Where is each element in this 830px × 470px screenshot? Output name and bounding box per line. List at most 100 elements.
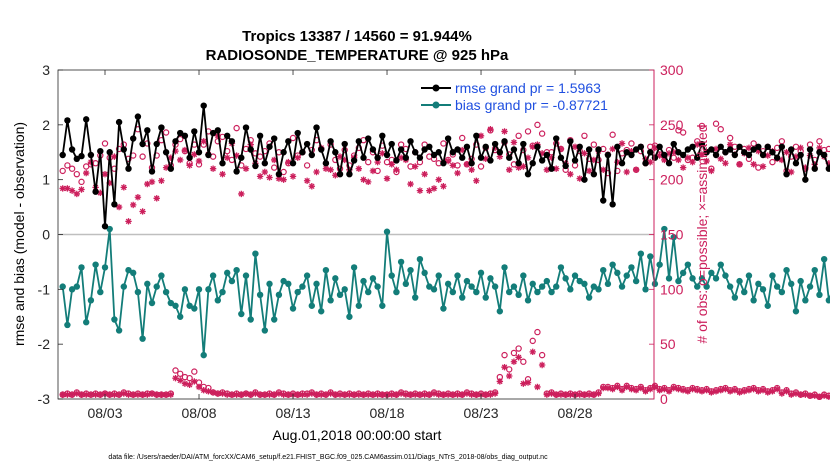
bias-point xyxy=(256,291,264,299)
rmse-point xyxy=(482,143,489,150)
bias-point xyxy=(750,297,757,304)
obs-assimilated-marker xyxy=(491,144,499,152)
rmse-point xyxy=(205,151,212,159)
obs-assimilated-low-marker xyxy=(318,391,325,398)
obs-assimilated-low-marker xyxy=(153,391,160,398)
obs-assimilated-low-marker xyxy=(101,390,109,397)
obs-assimilated-marker xyxy=(750,161,757,168)
obs-assimilated-low-marker xyxy=(285,391,292,398)
obs-assimilated-marker xyxy=(360,176,367,183)
rmse-point xyxy=(651,154,659,161)
obs-possible-marker xyxy=(581,132,588,139)
obs-possible-marker xyxy=(825,145,830,153)
obs-assimilated-marker xyxy=(618,140,626,147)
rmse-point xyxy=(755,143,762,150)
bias-point xyxy=(402,280,410,288)
obs-assimilated-low-marker xyxy=(820,392,828,399)
x-tick-label: 08/18 xyxy=(369,405,404,421)
obs-assimilated-marker xyxy=(816,144,823,152)
bias-point xyxy=(332,275,339,282)
bias-point xyxy=(205,286,212,293)
y-left-tick-label: 0 xyxy=(42,227,50,243)
obs-assimilated-marker xyxy=(506,166,513,173)
bias-point xyxy=(712,275,720,282)
bias-point xyxy=(139,335,146,342)
rmse-point xyxy=(167,165,175,172)
bias-point xyxy=(473,288,480,296)
rmse-point xyxy=(820,151,828,159)
bias-point xyxy=(665,275,673,282)
rmse-point xyxy=(412,149,419,156)
obs-assimilated-low-marker xyxy=(515,354,522,361)
bias-point xyxy=(491,283,499,290)
rmse-point xyxy=(618,160,626,167)
obs-assimilated-low-marker xyxy=(783,388,790,395)
bias-point xyxy=(97,288,104,296)
rmse-point xyxy=(609,201,616,208)
obs-assimilated-low-marker xyxy=(543,391,551,398)
bias-point xyxy=(299,283,306,290)
obs-assimilated-low-marker xyxy=(341,391,348,398)
bias-point xyxy=(426,283,433,290)
obs-assimilated-marker xyxy=(679,164,687,171)
obs-assimilated-low-marker xyxy=(769,388,776,395)
rmse-point xyxy=(773,154,781,161)
bias-point xyxy=(797,277,804,285)
obs-possible-marker xyxy=(816,138,823,145)
obs-assimilated-low-marker xyxy=(731,387,739,394)
obs-assimilated-low-marker xyxy=(703,387,710,394)
obs-assimilated-low-marker xyxy=(195,383,203,391)
bias-point xyxy=(595,286,602,293)
chart-titles: Tropics 13387 / 14560 = 91.944% RADIOSON… xyxy=(206,28,509,64)
bias-point xyxy=(609,261,616,268)
obs-assimilated-low-marker xyxy=(355,391,363,398)
bias-point xyxy=(604,280,612,288)
x-tick-label: 08/13 xyxy=(275,405,310,421)
rmse-point xyxy=(778,143,786,150)
bias-point xyxy=(726,283,734,290)
rmse-point xyxy=(97,147,104,155)
obs-possible-marker xyxy=(440,140,447,147)
rmse-point xyxy=(426,143,433,150)
obs-assimilated-marker xyxy=(430,185,438,192)
bias-point xyxy=(191,305,198,312)
rmse-point xyxy=(266,143,273,150)
data-file-footnote: data file: /Users/raeder/DAI/ATM_forcXX/… xyxy=(108,454,548,461)
bias-point xyxy=(792,308,800,315)
obs-assimilated-low-marker xyxy=(632,387,640,394)
bias-point xyxy=(350,264,358,271)
rmse-point xyxy=(811,165,818,172)
bias-point xyxy=(468,283,475,290)
bias-point xyxy=(383,228,391,235)
obs-assimilated-marker xyxy=(543,166,551,173)
obs-assimilated-low-marker xyxy=(788,391,795,398)
bias-point xyxy=(68,286,76,293)
bias-point xyxy=(92,261,99,268)
obs-assimilated-low-marker xyxy=(407,391,414,398)
y-left-tick-label: -3 xyxy=(38,391,51,407)
obs-assimilated-marker xyxy=(233,152,240,159)
obs-assimilated-low-marker xyxy=(557,391,565,398)
obs-assimilated-marker xyxy=(87,158,95,166)
rmse-point xyxy=(515,160,522,167)
bias-point xyxy=(628,264,635,271)
obs-assimilated-marker xyxy=(134,194,142,201)
bias-point xyxy=(322,266,330,274)
bias-point xyxy=(576,277,583,285)
rmse-point xyxy=(233,168,240,175)
obs-assimilated-low-marker xyxy=(191,378,198,385)
obs-possible-low-marker xyxy=(186,374,193,382)
obs-assimilated-marker xyxy=(285,158,292,166)
rmse-point xyxy=(365,135,372,142)
bias-point xyxy=(355,302,363,309)
obs-assimilated-marker xyxy=(78,186,85,193)
rmse-point xyxy=(214,127,222,134)
bias-point xyxy=(661,225,668,233)
bias-point xyxy=(303,272,311,279)
obs-assimilated-low-marker xyxy=(350,391,358,398)
obs-assimilated-marker xyxy=(139,208,146,215)
obs-assimilated-marker xyxy=(689,158,696,166)
obs-assimilated-marker xyxy=(261,168,269,176)
bias-point xyxy=(228,277,236,285)
obs-assimilated-marker xyxy=(388,161,395,168)
